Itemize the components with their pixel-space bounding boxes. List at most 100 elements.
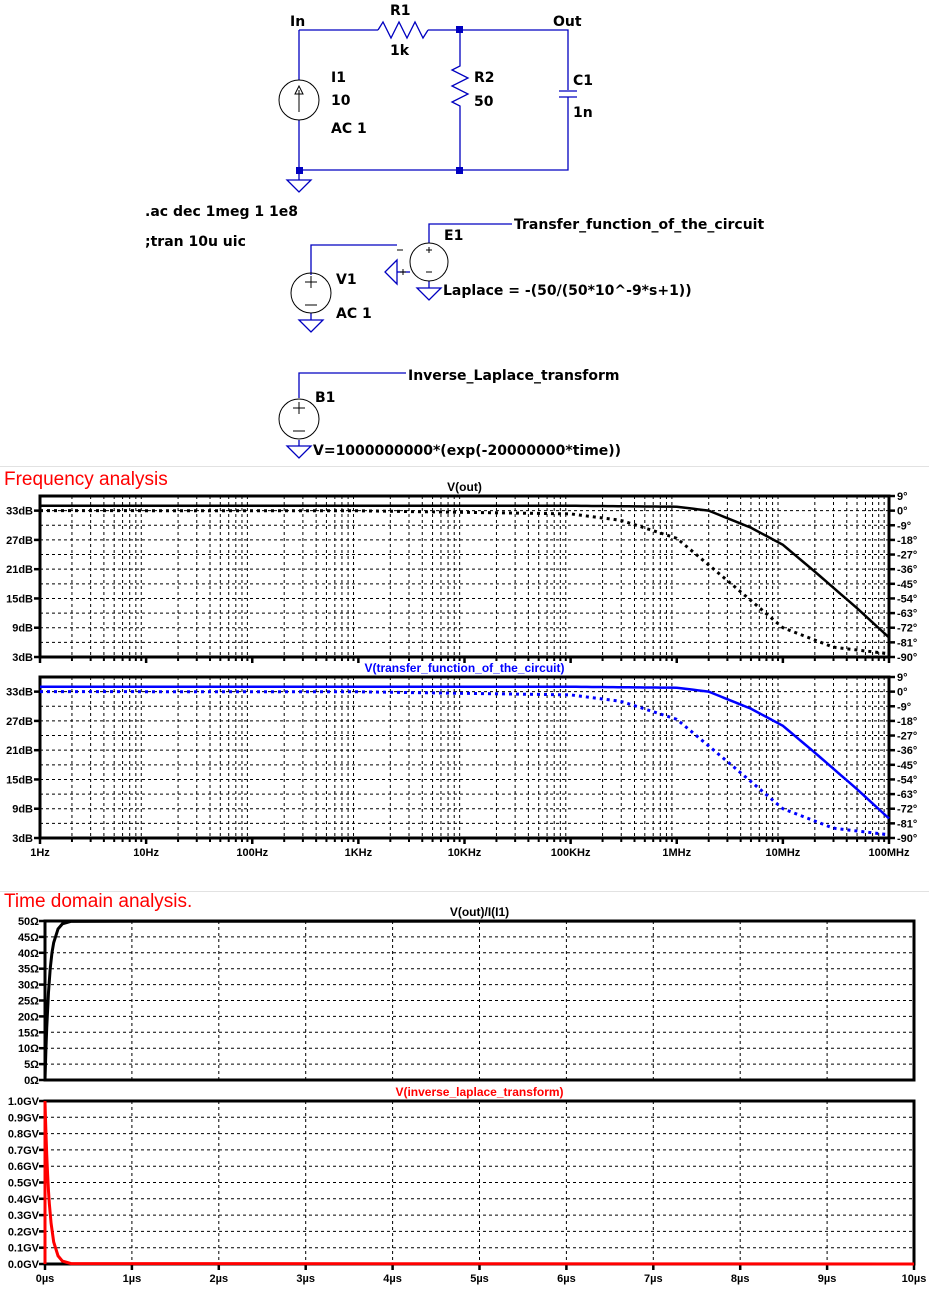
axis-tick-label: 15dB: [6, 593, 33, 605]
axis-tick-label: -9°: [897, 520, 911, 532]
axis-tick-label: 9dB: [12, 623, 33, 635]
r2-value: 50: [474, 94, 494, 110]
x-tick-label: 100KHz: [551, 847, 591, 859]
plot-title: V(transfer_function_of_the_circuit): [364, 661, 564, 675]
current-source-i1[interactable]: [278, 79, 320, 121]
axis-tick-label: 0°: [897, 687, 908, 699]
axis-tick-label: 15Ω: [18, 1027, 39, 1039]
axis-tick-label: 5Ω: [24, 1059, 39, 1071]
dependent-source-e1[interactable]: [397, 242, 449, 282]
v1-name: V1: [336, 272, 357, 288]
b1-name: B1: [315, 390, 335, 406]
x-tick-label: 2µs: [210, 1273, 229, 1285]
r1-zigzag: [377, 20, 429, 40]
axis-tick-label: -9°: [897, 701, 911, 713]
time-plot-2[interactable]: 50Ω 45Ω 40Ω 35Ω 30Ω 25Ω 20Ω 15Ω 10Ω 5Ω 0Ω V(out)/I(…: [18, 905, 916, 1087]
x-tick-label: 0µs: [36, 1273, 55, 1285]
axis-tick-label: 0.3GV: [8, 1210, 40, 1222]
axis-tick-label: 20Ω: [18, 1011, 39, 1023]
directive-tran[interactable]: ;tran 10u uic: [145, 234, 246, 250]
axis-tick-label: -45°: [897, 579, 917, 591]
net-label-in: In: [290, 14, 305, 30]
axis-tick-label: 40Ω: [18, 948, 39, 960]
c1-name: C1: [573, 73, 593, 89]
axis-tick-label: 27dB: [6, 535, 33, 547]
plot-title: V(out): [447, 480, 482, 494]
i1-ac: AC 1: [331, 121, 367, 137]
x-tick-label: 1MHz: [662, 847, 691, 859]
axis-tick-label: 21dB: [6, 564, 33, 576]
axis-tick-label: -81°: [897, 637, 917, 649]
junction-dot: [456, 167, 463, 174]
axis-tick-label: 0.0GV: [8, 1259, 40, 1271]
r2-name: R2: [474, 70, 495, 86]
axis-tick-label: 0.1GV: [8, 1243, 40, 1255]
axis-tick-label: -81°: [897, 818, 917, 830]
x-tick-label: 5µs: [470, 1273, 489, 1285]
i1-name: I1: [331, 70, 346, 86]
magnitude-trace: [40, 685, 890, 820]
axis-tick-label: 0.7GV: [8, 1145, 40, 1157]
directive-ac[interactable]: .ac dec 1meg 1 1e8: [145, 204, 298, 220]
x-tick-label: 10Hz: [133, 847, 159, 859]
x-tick-label: 1Hz: [30, 847, 50, 859]
junction-dot: [456, 26, 463, 33]
axis-tick-label: -63°: [897, 608, 917, 620]
phase-trace: [39, 690, 890, 837]
x-tick-label: 1µs: [123, 1273, 142, 1285]
axis-tick-label: 45Ω: [18, 932, 39, 944]
axis-tick-label: 33dB: [6, 687, 33, 699]
axis-tick-label: -90°: [897, 652, 917, 664]
axis-tick-label: 15dB: [6, 774, 33, 786]
x-tick-label: 9µs: [818, 1273, 837, 1285]
waveform-trace: [43, 1100, 915, 1266]
axis-tick-label: -27°: [897, 550, 917, 562]
axis-tick-label: -72°: [897, 623, 917, 635]
junction-dot: [296, 167, 303, 174]
axis-tick-label: 9dB: [12, 804, 33, 816]
e1-name: E1: [444, 228, 463, 244]
arrow-up-icon: [294, 84, 304, 95]
axis-tick-label: 1.0GV: [8, 1096, 40, 1108]
x-tick-label: 10MHz: [765, 847, 800, 859]
axis-tick-label: 10Ω: [18, 1043, 39, 1055]
axis-tick-label: -18°: [897, 716, 917, 728]
axis-tick-label: 50Ω: [18, 916, 39, 928]
net-label-out: Out: [553, 14, 582, 30]
axis-tick-label: -54°: [897, 774, 917, 786]
magnitude-trace: [40, 504, 890, 639]
axis-tick-label: 3dB: [12, 652, 33, 664]
axis-tick-label: -45°: [897, 760, 917, 772]
time-domain-plots: 50Ω 45Ω 40Ω 35Ω 30Ω 25Ω 20Ω 15Ω 10Ω 5Ω 0Ω V(out)/I(…: [8, 905, 927, 1285]
time-plot-3[interactable]: 1.0GV 0.9GV 0.8GV 0.7GV 0.6GV 0.5GV 0.4GV 0.3GV…: [8, 1085, 927, 1285]
waveform-trace: [43, 919, 915, 1081]
axis-tick-label: 0.9GV: [8, 1112, 40, 1124]
bode-plot-0[interactable]: 9° 0° -9° -18° -27° -36° -45° -54° -63° -72° -81° -…: [6, 480, 917, 664]
axis-tick-label: 3dB: [12, 833, 33, 845]
behavioral-source-b1[interactable]: [278, 398, 320, 440]
axis-tick-label: 27dB: [6, 716, 33, 728]
separator: [0, 466, 929, 467]
axis-tick-label: -54°: [897, 593, 917, 605]
axis-tick-label: 9°: [897, 491, 908, 503]
x-tick-label: 7µs: [644, 1273, 663, 1285]
axis-tick-label: 0.6GV: [8, 1161, 40, 1173]
plot-title: V(out)/I(I1): [450, 905, 509, 919]
x-tick-label: 10µs: [902, 1273, 927, 1285]
voltage-source-v1[interactable]: [290, 272, 332, 314]
axis-tick-label: 0.4GV: [8, 1194, 40, 1206]
bode-plot-1[interactable]: 9° 0° -9° -18° -27° -36° -45° -54° -63° -72° -81° -…: [6, 661, 917, 859]
axis-tick-label: 33dB: [6, 506, 33, 518]
axis-tick-label: 9°: [897, 672, 908, 684]
axis-tick-label: -72°: [897, 804, 917, 816]
e1-expression: Laplace = -(50/(50*10^-9*s+1)): [443, 283, 692, 299]
axis-tick-label: 0.5GV: [8, 1178, 40, 1190]
x-tick-label: 4µs: [383, 1273, 402, 1285]
x-tick-label: 100MHz: [869, 847, 910, 859]
x-tick-label: 10KHz: [448, 847, 482, 859]
v1-ac: AC 1: [336, 306, 372, 322]
axis-tick-label: 25Ω: [18, 996, 39, 1008]
axis-tick-label: 0°: [897, 506, 908, 518]
c1-value: 1n: [573, 105, 593, 121]
net-label-transfer: Transfer_function_of_the_circuit: [514, 217, 764, 233]
